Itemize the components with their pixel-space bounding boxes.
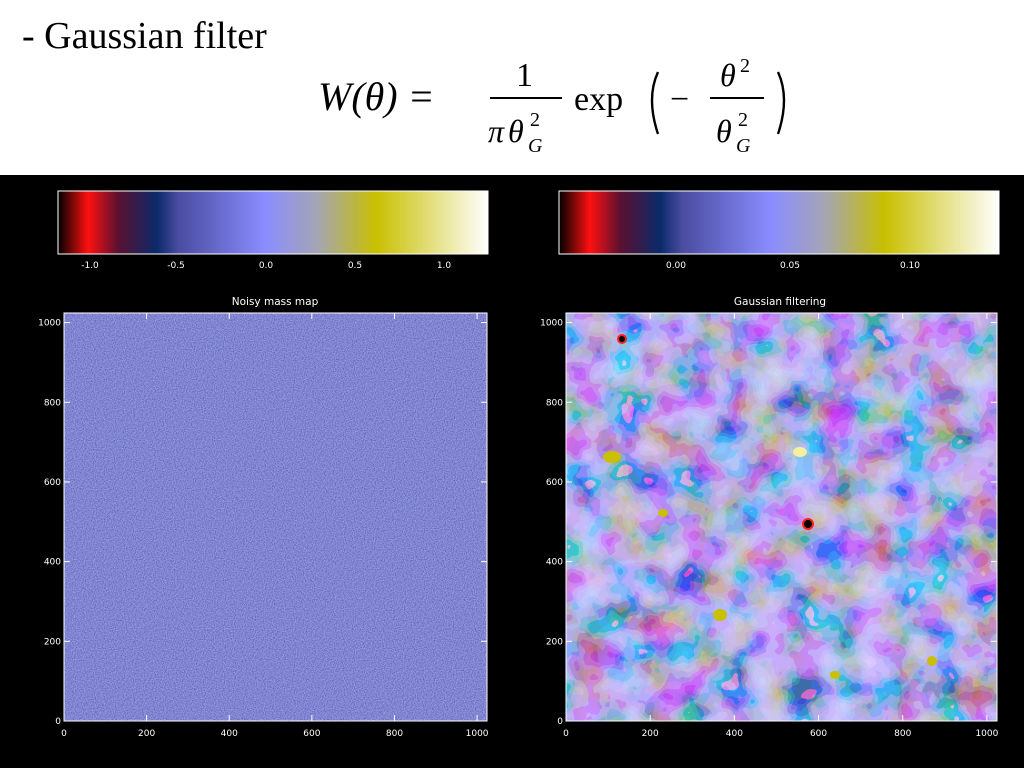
colorbar-tick-label: 0.5 [348, 261, 362, 271]
y-tick-label: 400 [44, 558, 61, 568]
x-tick-label: 0 [61, 729, 67, 739]
left-map-axes: 0 200 400 600 800 1000 0 200 400 600 800 1000 [38, 313, 489, 739]
colorbar-tick-label: 1.0 [437, 261, 452, 271]
x-tick-label: 0 [563, 729, 569, 739]
y-tick-label: 400 [546, 558, 563, 568]
y-tick-label: 800 [44, 398, 61, 408]
formula-den-sup: 2 [738, 109, 748, 131]
formula-denominator-sup: 2 [530, 109, 540, 131]
y-tick-label: 800 [546, 398, 563, 408]
formula-num-theta: θ [720, 57, 736, 93]
left-panel-title: Noisy mass map [232, 296, 319, 308]
gaussian-filtered-map [565, 312, 998, 722]
x-tick-label: 400 [726, 729, 743, 739]
x-tick-label: 1000 [466, 729, 489, 739]
colorbar-tick-label: 0.05 [780, 261, 800, 271]
x-tick-label: 600 [810, 729, 827, 739]
formula-lhs: W(θ) = [318, 74, 435, 119]
right-colorbar: 0.00 0.05 0.10 [558, 190, 1000, 271]
x-tick-label: 200 [138, 729, 155, 739]
formula-exp: exp [574, 81, 623, 118]
formula-num-sup: 2 [740, 55, 750, 77]
colorbar-tick-label: -0.5 [167, 261, 185, 271]
left-colorbar: -1.0 -0.5 0.0 0.5 1.0 [57, 190, 489, 271]
x-tick-label: 400 [221, 729, 238, 739]
y-tick-label: 200 [546, 637, 563, 647]
formula-den-theta: θ [716, 113, 732, 149]
x-tick-label: 800 [894, 729, 911, 739]
noisy-mass-map [63, 312, 488, 722]
formula-right-paren [776, 71, 786, 135]
colorbar-tick-label: 0.0 [259, 261, 274, 271]
y-tick-label: 200 [44, 637, 61, 647]
mass-map-figure: -1.0 -0.5 0.0 0.5 1.0 0.00 0.05 0.10 Noisy mas… [0, 175, 1024, 768]
formula-left-paren [650, 71, 660, 135]
formula-numerator: 1 [516, 57, 533, 94]
formula-denominator-pi: π [488, 113, 505, 149]
colorbar-tick-label: 0.00 [666, 261, 686, 271]
y-tick-label: 600 [546, 478, 563, 488]
y-tick-label: 0 [55, 717, 61, 727]
y-tick-label: 0 [557, 717, 563, 727]
right-panel-title: Gaussian filtering [734, 296, 826, 308]
formula-denominator-theta: θ [508, 113, 524, 149]
y-tick-label: 1000 [540, 319, 563, 329]
formula-denominator-sub: G [528, 135, 543, 157]
gaussian-filter-formula: W(θ) = 1 π θ 2 G exp − θ 2 θ 2 G [318, 55, 786, 157]
bright-peaks [603, 334, 937, 679]
y-tick-label: 1000 [38, 319, 61, 329]
x-tick-label: 200 [642, 729, 659, 739]
x-tick-label: 800 [386, 729, 403, 739]
colorbar-tick-label: -1.0 [81, 261, 99, 271]
x-tick-label: 600 [303, 729, 320, 739]
colorbar-tick-label: 0.10 [900, 261, 920, 271]
y-tick-label: 600 [44, 478, 61, 488]
right-map-axes: 0 200 400 600 800 1000 0 200 400 600 800 1000 [540, 313, 999, 739]
slide-heading: - Gaussian filter [22, 15, 267, 57]
x-tick-label: 1000 [975, 729, 998, 739]
formula-minus: − [670, 81, 689, 118]
formula-den-sub: G [736, 135, 751, 157]
